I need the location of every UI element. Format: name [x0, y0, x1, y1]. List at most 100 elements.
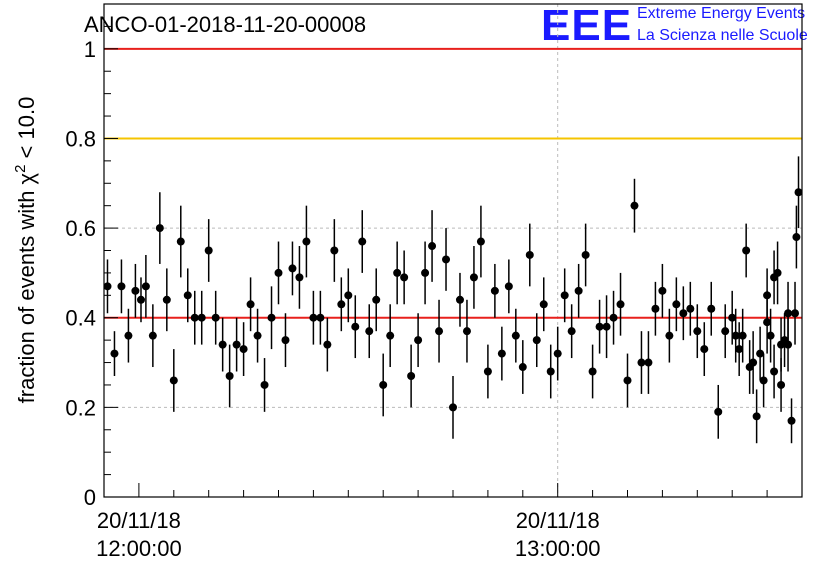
data-point [686, 281, 695, 336]
marker [211, 313, 220, 322]
marker [148, 331, 157, 340]
marker [309, 313, 318, 322]
data-point [759, 353, 768, 408]
marker [693, 327, 702, 336]
y-axis-label-sup: 2 [12, 165, 29, 173]
marker [777, 380, 786, 389]
chart-title: ANCO-01-2018-11-20-00008 [84, 12, 366, 37]
data-point [679, 286, 688, 341]
data-point [162, 268, 171, 332]
y-tick-label: 0.6 [65, 216, 96, 241]
data-point [253, 308, 262, 363]
marker [539, 300, 548, 309]
data-point [358, 210, 367, 273]
marker [497, 349, 506, 358]
marker [763, 291, 772, 300]
data-point [511, 308, 520, 363]
data-point [344, 268, 353, 323]
marker [155, 224, 164, 233]
marker [651, 304, 660, 313]
marker [602, 322, 611, 331]
marker [344, 291, 353, 300]
data-point [183, 268, 192, 323]
marker [386, 331, 395, 340]
data-point [117, 259, 126, 314]
marker [260, 380, 269, 389]
data-point [525, 223, 534, 287]
eee-logo: EEE Extreme Energy Events La Scienza nel… [541, 1, 808, 50]
data-point [288, 241, 297, 296]
data-point [309, 290, 318, 345]
marker [246, 300, 255, 309]
marker [752, 412, 761, 421]
data-point [714, 384, 723, 439]
marker [728, 313, 737, 322]
data-point [784, 317, 793, 372]
data-point [738, 308, 747, 363]
data-point [131, 263, 140, 318]
marker [295, 273, 304, 282]
data-point [435, 299, 444, 363]
x-tick-label-date: 20/11/18 [97, 508, 181, 533]
marker [302, 237, 311, 246]
data-point [623, 353, 632, 408]
data-point [553, 326, 562, 381]
marker [672, 300, 681, 309]
data-point [337, 277, 346, 332]
marker [511, 331, 520, 340]
marker [792, 233, 801, 242]
data-point [330, 219, 339, 282]
data-point [721, 304, 730, 359]
data-point [770, 344, 779, 399]
marker [567, 327, 576, 336]
data-point [539, 277, 548, 332]
data-point [365, 304, 374, 359]
y-tick-label: 0.8 [65, 126, 96, 151]
data-point [644, 331, 653, 394]
marker [400, 273, 409, 282]
data-point [442, 228, 451, 291]
marker [337, 300, 346, 309]
data-point [455, 272, 464, 327]
data-point [407, 344, 416, 408]
data-point [794, 156, 803, 229]
y-axis-label-tail: < 10.0 [14, 97, 39, 165]
data-point [103, 259, 112, 314]
marker [267, 313, 276, 322]
marker [518, 363, 527, 372]
marker [784, 340, 793, 349]
marker [455, 295, 464, 304]
marker [218, 340, 227, 349]
data-point [616, 272, 625, 336]
data-point [637, 331, 646, 394]
marker [588, 367, 597, 376]
data-point [731, 308, 740, 363]
marker [745, 363, 754, 372]
marker [766, 331, 775, 340]
marker [735, 345, 744, 354]
data-point [136, 277, 145, 323]
data-point [462, 299, 471, 363]
x-tick-label-date: 20/11/18 [516, 508, 600, 533]
marker [490, 286, 499, 295]
data-point [476, 205, 485, 278]
data-point [735, 322, 744, 376]
data-point [428, 210, 437, 282]
marker [560, 291, 569, 300]
marker [393, 268, 402, 277]
y-tick-label: 0.2 [65, 395, 96, 420]
data-point [386, 304, 395, 368]
data-point [504, 259, 513, 314]
data-point [791, 281, 800, 345]
data-point [490, 263, 499, 318]
data-point [316, 290, 325, 345]
y-axis-label: fraction of events with χ2 < 10.0 [12, 97, 39, 404]
marker [110, 349, 119, 358]
x-tick-label-time: 12:00:00 [96, 536, 182, 561]
data-point [602, 295, 611, 359]
marker [476, 237, 485, 246]
marker [414, 336, 423, 345]
marker [679, 309, 688, 318]
marker [169, 376, 178, 385]
data-point [588, 344, 597, 399]
